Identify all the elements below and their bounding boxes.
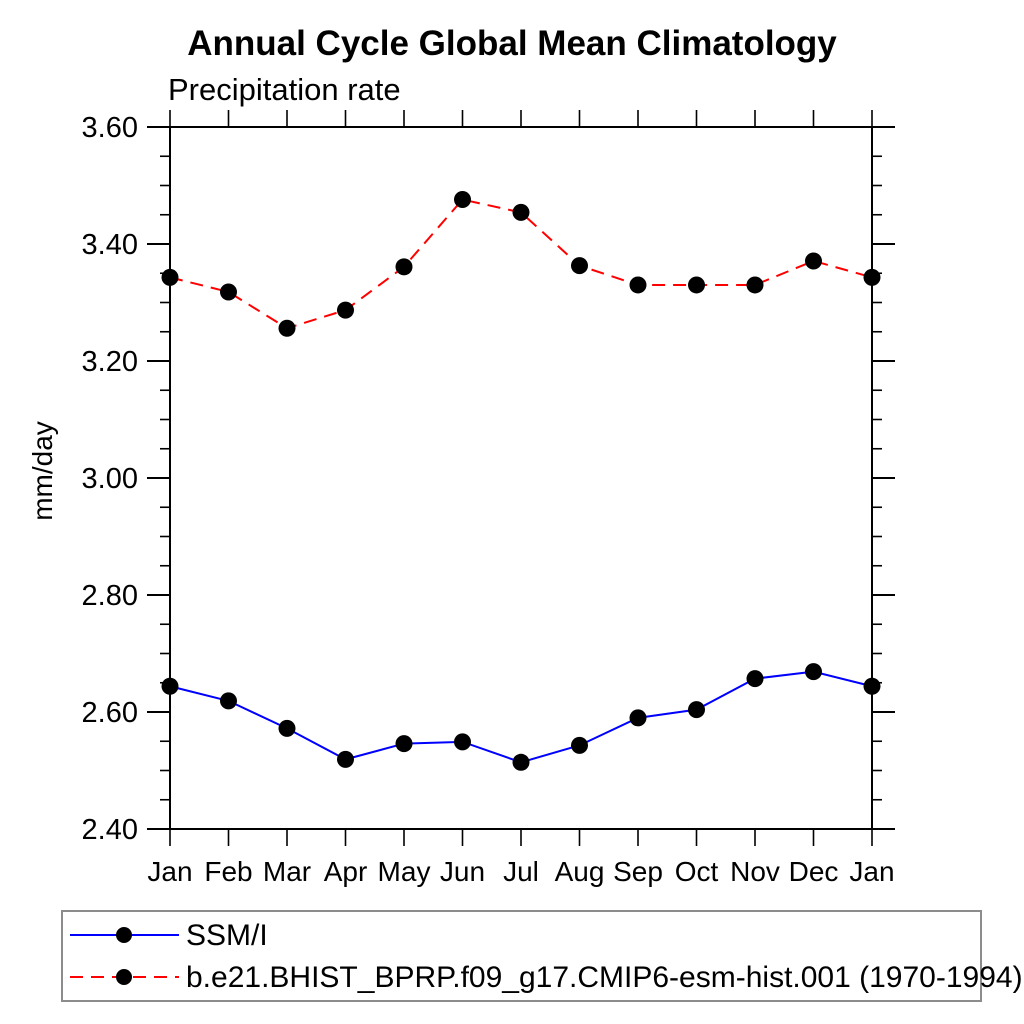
chart-title: Annual Cycle Global Mean Climatology <box>187 24 837 63</box>
legend-label-ssmi: SSM/I <box>186 918 268 952</box>
y-tick-label: 2.80 <box>82 580 138 612</box>
series-line-0 <box>169 670 873 764</box>
series-0-point-May <box>395 735 413 753</box>
x-tick-label: Aug <box>555 856 605 887</box>
series-1-point-Jan <box>161 268 179 286</box>
x-tick-label: May <box>378 856 431 887</box>
series-0-point-Feb <box>220 692 237 710</box>
series-1-point-Jul <box>512 203 530 221</box>
legend-label-model: b.e21.BHIST_BPRP.f09_g17.CMIP6-esm-hist.… <box>186 960 1023 994</box>
series-1-point-Aug <box>571 257 588 275</box>
series-1-point-Dec <box>805 252 822 270</box>
y-tick-label: 3.60 <box>82 112 138 144</box>
y-axis-title: mm/day <box>27 421 58 521</box>
x-tick-label: Sep <box>613 856 663 887</box>
x-tick-label: Dec <box>789 856 839 887</box>
legend-entry-model: b.e21.BHIST_BPRP.f09_g17.CMIP6-esm-hist.… <box>63 961 1023 994</box>
y-tick-label: 3.40 <box>82 229 138 261</box>
series-1-point-May <box>395 258 413 276</box>
series-0-point-Apr <box>337 750 354 768</box>
x-tick-label: Nov <box>730 856 780 887</box>
series-0-point-Oct <box>688 701 705 719</box>
series-1-point-Jun <box>454 191 471 209</box>
x-tick-label: Jan <box>849 856 894 887</box>
series-0-point-Jun <box>454 733 471 751</box>
legend-entry-ssmi: SSM/I <box>63 919 980 952</box>
chart-subtitle: Precipitation rate <box>168 72 401 107</box>
series-1-point-Jan <box>863 268 881 286</box>
x-tick-label: Feb <box>204 856 252 887</box>
series-1-point-Apr <box>337 301 354 319</box>
series-0-point-Aug <box>571 736 588 754</box>
series-0-point-Jan <box>863 677 881 695</box>
series-0-point-Sep <box>629 709 647 727</box>
y-tick-label: 3.00 <box>82 463 138 495</box>
series-0-point-Jan <box>161 677 179 695</box>
dashed-line-marker-icon <box>70 969 179 985</box>
series-0-point-Nov <box>746 670 764 688</box>
y-tick-label: 3.20 <box>82 346 138 378</box>
x-tick-label: Mar <box>263 856 311 887</box>
y-tick-label: 2.60 <box>82 697 138 729</box>
y-tick-label: 2.40 <box>82 814 138 846</box>
x-tick-label: Jun <box>440 856 485 887</box>
series-1-point-Sep <box>629 276 647 294</box>
x-tick-label: Jan <box>147 856 192 887</box>
x-tick-label: Jul <box>503 856 539 887</box>
solid-line-marker-icon <box>70 927 179 943</box>
legend: SSM/I b.e21.BHIST_BPRP.f09_g17.CMIP6-esm… <box>61 910 1023 1002</box>
x-tick-label: Apr <box>324 856 368 887</box>
x-tick-label: Oct <box>675 856 719 887</box>
series-1-point-Feb <box>220 283 237 301</box>
series-0-point-Jul <box>512 753 530 771</box>
series-1-point-Nov <box>746 276 764 294</box>
series-1-point-Mar <box>278 319 296 337</box>
series-1-point-Oct <box>688 276 705 294</box>
series-0-point-Mar <box>278 719 296 737</box>
series-0-point-Dec <box>805 663 822 681</box>
